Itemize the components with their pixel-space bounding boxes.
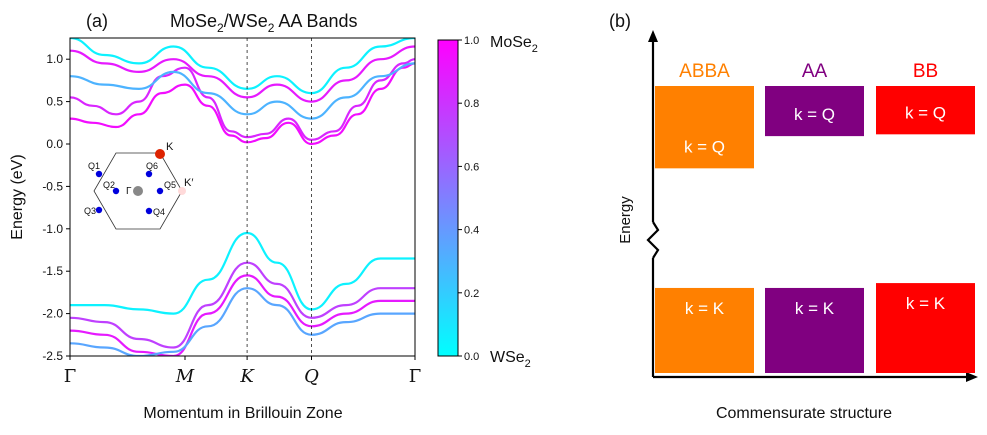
k-prime-label: K′: [184, 177, 193, 189]
upper-block-label: k = Q: [794, 105, 835, 124]
colorbar-tick-label: 1.0: [464, 35, 479, 47]
colorbar-tick-label: 0.2: [464, 288, 479, 300]
x-tick-label: Γ: [409, 366, 422, 387]
y-tick-label: 0.0: [46, 137, 63, 151]
x-tick-label: Q: [304, 366, 319, 387]
q5-point: [156, 187, 164, 195]
gamma-label: Γ: [126, 186, 132, 197]
commensurate-axis-label: Commensurate structure: [716, 405, 892, 422]
band-line-v3: [70, 58, 415, 141]
band-line-v1: [70, 38, 415, 95]
axis-break: [646, 221, 660, 259]
colorbar: 1.0 0.8 0.6 0.4 0.2 0.0 MoSe2 WSe2: [437, 34, 538, 370]
high-symmetry-lines: [246, 38, 312, 356]
colorbar-tick-label: 0.8: [464, 98, 479, 110]
band-line-c1: [70, 231, 415, 315]
band-line-c3: [70, 274, 415, 356]
k-point: [155, 149, 165, 159]
lower-block-label: k = K: [685, 299, 725, 318]
x-tick-label: M: [175, 366, 195, 387]
band-line-v2: [70, 45, 415, 103]
x-axis-label: Momentum in Brillouin Zone: [143, 405, 342, 422]
q2-label: Q2: [103, 180, 115, 190]
q3-point: [95, 206, 103, 214]
colorbar-tick-label: 0.4: [464, 225, 479, 237]
band-line-v5: [70, 62, 415, 120]
q3-label: Q3: [84, 206, 96, 216]
y-axis-ticks: 1.0 0.5 0.0 -0.5 -1.0 -1.5 -2.0 -2.5: [42, 52, 70, 363]
y-tick-label: -0.5: [42, 179, 63, 193]
y-tick-label: -2.0: [42, 307, 63, 321]
k-label: K: [166, 141, 174, 153]
band-line-c4: [70, 287, 415, 356]
energy-axis: [646, 30, 978, 382]
lower-block-label: k = K: [906, 294, 946, 313]
colorbar-top-label: MoSe2: [490, 34, 538, 55]
panel-a-label: (a): [86, 11, 108, 31]
colorbar-tick-label: 0.0: [464, 351, 479, 363]
y-tick-label: 0.5: [46, 95, 63, 109]
q1-point: [95, 170, 103, 178]
y-axis-label: Energy (eV): [9, 154, 26, 239]
q5-label: Q5: [164, 180, 176, 190]
colorbar-ticks: 1.0 0.8 0.6 0.4 0.2 0.0: [458, 35, 479, 363]
q4-point: [145, 207, 153, 215]
x-arrow-head: [966, 372, 978, 382]
energy-blocks: ABBA k = Q k = K AA k = Q k = K BB k = Q k = K: [655, 61, 975, 373]
y-tick-label: -1.0: [42, 222, 63, 236]
x-tick-label: Γ: [64, 366, 77, 387]
q1-label: Q1: [88, 161, 100, 171]
plot-a-frame: [69, 37, 416, 357]
upper-block-aa: [765, 86, 864, 137]
colorbar-tick-label: 0.6: [464, 161, 479, 173]
y-tick-label: -1.5: [42, 264, 63, 278]
y-arrow-head: [648, 30, 658, 42]
lower-block-abba: [655, 287, 754, 373]
q2-point: [112, 187, 120, 195]
band-series: [70, 38, 415, 356]
colorbar-bottom-label: WSe2: [490, 349, 531, 370]
panel-a: (a) MoSe2/WSe2 AA Bands 1.0 0.5 0.0 -0.5 -1.…: [9, 11, 538, 422]
category-label-aa: AA: [802, 61, 828, 82]
upper-block-bb: [876, 86, 975, 135]
y-tick-label: 1.0: [46, 52, 63, 66]
chart-a-title: MoSe2/WSe2 AA Bands: [170, 11, 358, 35]
q6-point: [145, 170, 153, 178]
gamma-point: [133, 186, 143, 196]
y-tick-label: -2.5: [42, 349, 63, 363]
q4-label: Q4: [153, 207, 165, 217]
upper-block-label: k = Q: [684, 137, 725, 156]
panel-b: (b) Energy Commensurate structure ABBA k …: [609, 11, 978, 422]
colorbar-gradient: [437, 39, 459, 357]
energy-axis-label: Energy: [617, 196, 634, 244]
category-label-bb: BB: [913, 61, 938, 82]
brillouin-zone-inset: Q1 Q2 Q3 Q4 Q5 Q6 Γ K K′: [84, 141, 193, 230]
lower-block-bb: [876, 283, 975, 373]
q6-label: Q6: [146, 161, 158, 171]
lower-block-label: k = K: [795, 299, 835, 318]
x-tick-label: K: [239, 366, 255, 387]
panel-b-label: (b): [609, 11, 631, 31]
lower-block-aa: [765, 287, 864, 373]
k-prime-point: [178, 187, 186, 195]
upper-block-label: k = Q: [905, 103, 946, 122]
upper-block-abba: [655, 86, 754, 169]
category-label-abba: ABBA: [679, 61, 730, 82]
